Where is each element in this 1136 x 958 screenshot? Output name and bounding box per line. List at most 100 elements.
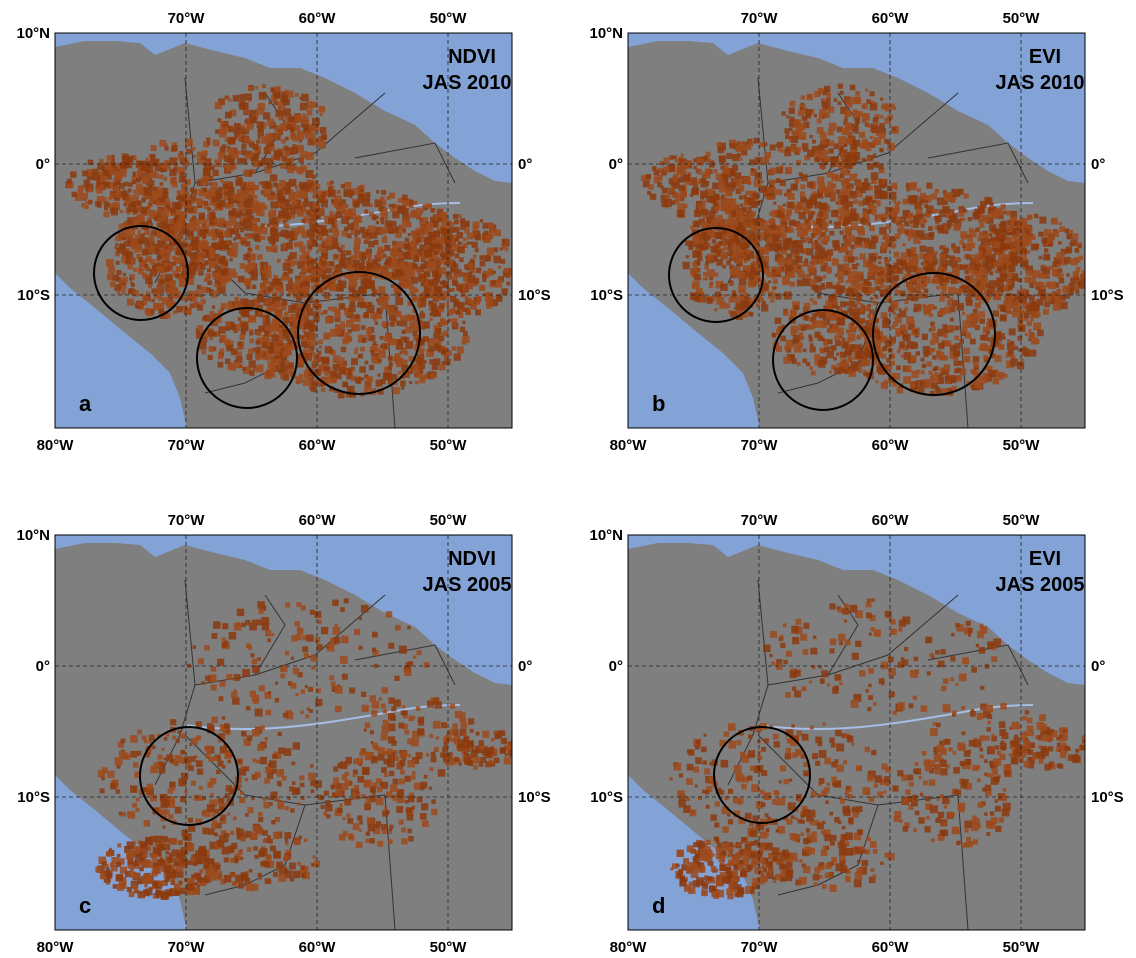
anomaly-pixel xyxy=(274,150,278,154)
anomaly-pixel xyxy=(274,135,278,139)
anomaly-pixel xyxy=(425,223,433,231)
anomaly-pixel xyxy=(314,128,318,132)
anomaly-pixel xyxy=(744,177,751,184)
anomaly-pixel xyxy=(312,118,320,126)
anomaly-pixel xyxy=(732,212,737,217)
anomaly-pixel xyxy=(937,225,943,231)
anomaly-pixel xyxy=(445,261,450,266)
anomaly-pixel xyxy=(432,270,439,277)
anomaly-pixel xyxy=(983,328,988,333)
anomaly-pixel xyxy=(242,125,246,129)
anomaly-pixel xyxy=(900,228,905,233)
anomaly-pixel xyxy=(488,222,494,228)
anomaly-pixel xyxy=(233,95,240,102)
anomaly-pixel xyxy=(853,199,858,204)
anomaly-pixel xyxy=(761,304,768,311)
anomaly-pixel xyxy=(953,350,960,357)
anomaly-pixel xyxy=(473,255,477,259)
anomaly-pixel xyxy=(256,350,260,354)
anomaly-pixel xyxy=(843,263,850,270)
anomaly-pixel xyxy=(271,335,278,342)
anomaly-pixel xyxy=(119,170,126,177)
anomaly-pixel xyxy=(822,167,825,170)
map-panel: EVIJAS 2010b70°W60°W50°W80°W70°W60°W50°W… xyxy=(589,10,1123,454)
anomaly-pixel xyxy=(269,237,276,244)
anomaly-pixel xyxy=(391,204,395,208)
anomaly-pixel xyxy=(318,340,323,345)
anomaly-pixel xyxy=(476,301,480,305)
anomaly-pixel xyxy=(955,326,960,331)
anomaly-pixel xyxy=(387,307,395,315)
anomaly-pixel xyxy=(244,220,252,228)
anomaly-pixel xyxy=(82,171,88,177)
anomaly-pixel xyxy=(242,367,246,371)
anomaly-pixel xyxy=(339,303,346,310)
anomaly-pixel xyxy=(325,373,328,376)
anomaly-pixel xyxy=(860,218,866,224)
anomaly-pixel xyxy=(327,182,331,186)
anomaly-pixel xyxy=(157,223,162,228)
anomaly-pixel xyxy=(322,357,329,364)
anomaly-pixel xyxy=(72,192,78,198)
anomaly-pixel xyxy=(388,338,395,345)
anomaly-pixel xyxy=(115,243,118,246)
anomaly-pixel xyxy=(227,149,231,153)
panel-letter: a xyxy=(79,391,92,416)
anomaly-pixel xyxy=(151,145,157,151)
anomaly-pixel xyxy=(955,343,961,349)
anomaly-pixel xyxy=(301,268,306,273)
anomaly-pixel xyxy=(491,280,496,285)
anomaly-pixel xyxy=(473,278,479,284)
anomaly-pixel xyxy=(904,300,908,304)
anomaly-pixel xyxy=(323,287,327,291)
anomaly-pixel xyxy=(211,291,218,298)
anomaly-pixel xyxy=(350,280,358,288)
anomaly-pixel xyxy=(942,324,947,329)
anomaly-pixel xyxy=(366,254,371,259)
anomaly-pixel xyxy=(875,380,878,383)
anomaly-pixel xyxy=(475,234,481,240)
anomaly-pixel xyxy=(470,242,473,245)
anomaly-pixel xyxy=(366,328,372,334)
anomaly-pixel xyxy=(840,174,844,178)
anomaly-pixel xyxy=(138,268,142,272)
anomaly-pixel xyxy=(773,279,778,284)
anomaly-pixel xyxy=(921,234,927,240)
anomaly-pixel xyxy=(315,354,321,360)
anomaly-pixel xyxy=(415,381,419,385)
anomaly-pixel xyxy=(769,184,772,187)
anomaly-pixel xyxy=(303,378,311,386)
anomaly-pixel xyxy=(198,270,203,275)
anomaly-pixel xyxy=(150,269,158,277)
anomaly-pixel xyxy=(197,152,202,157)
anomaly-pixel xyxy=(434,337,438,341)
anomaly-pixel xyxy=(301,94,309,102)
anomaly-pixel xyxy=(149,199,154,204)
anomaly-pixel xyxy=(380,196,385,201)
anomaly-pixel xyxy=(301,323,305,327)
anomaly-pixel xyxy=(459,257,464,262)
anomaly-pixel xyxy=(836,189,841,194)
anomaly-pixel xyxy=(243,109,248,114)
anomaly-pixel xyxy=(910,383,915,388)
anomaly-pixel xyxy=(918,293,924,299)
anomaly-pixel xyxy=(1028,329,1031,332)
anomaly-pixel xyxy=(302,286,309,293)
anomaly-pixel xyxy=(234,362,241,369)
anomaly-pixel xyxy=(204,261,208,265)
anomaly-pixel xyxy=(892,271,895,274)
anomaly-pixel xyxy=(256,140,260,144)
anomaly-pixel xyxy=(784,280,787,283)
anomaly-pixel xyxy=(341,357,345,361)
anomaly-pixel xyxy=(726,153,732,159)
anomaly-pixel xyxy=(160,182,164,186)
anomaly-pixel xyxy=(160,279,164,283)
anomaly-pixel xyxy=(328,307,332,311)
anomaly-pixel xyxy=(442,350,446,354)
anomaly-pixel xyxy=(259,350,264,355)
anomaly-pixel xyxy=(280,164,285,169)
anomaly-pixel xyxy=(900,260,906,266)
anomaly-pixel xyxy=(697,261,701,265)
anomaly-pixel xyxy=(339,324,346,331)
anomaly-pixel xyxy=(820,239,825,244)
